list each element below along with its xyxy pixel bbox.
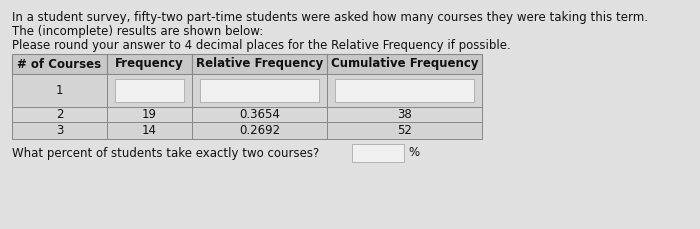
Bar	[192, 122, 327, 139]
Bar	[107, 54, 192, 74]
Text: Frequency: Frequency	[115, 57, 184, 71]
Bar	[192, 107, 327, 122]
Text: %: %	[408, 147, 419, 160]
Text: Please round your answer to 4 decimal places for the Relative Frequency if possi: Please round your answer to 4 decimal pl…	[12, 39, 511, 52]
Text: 0.2692: 0.2692	[239, 124, 280, 137]
Text: 52: 52	[397, 124, 412, 137]
Text: 38: 38	[397, 108, 412, 121]
Text: 0.3654: 0.3654	[239, 108, 280, 121]
Text: 1: 1	[56, 84, 63, 97]
Text: In a student survey, fifty-two part-time students were asked how many courses th: In a student survey, fifty-two part-time…	[12, 11, 648, 24]
Bar	[327, 122, 482, 139]
Bar	[12, 122, 107, 139]
Bar	[192, 74, 327, 107]
Bar	[12, 107, 107, 122]
Text: # of Courses: # of Courses	[18, 57, 102, 71]
Bar	[192, 74, 327, 107]
Text: What percent of students take exactly two courses?: What percent of students take exactly tw…	[12, 147, 319, 160]
Bar	[352, 144, 404, 162]
Bar	[107, 122, 192, 139]
Bar	[115, 79, 184, 102]
Text: The (incomplete) results are shown below:: The (incomplete) results are shown below…	[12, 25, 263, 38]
Bar	[327, 74, 482, 107]
Bar	[335, 79, 474, 102]
Bar	[327, 54, 482, 74]
Bar	[107, 107, 192, 122]
Bar	[12, 74, 107, 107]
Bar	[327, 74, 482, 107]
Bar	[200, 79, 319, 102]
Bar	[107, 74, 192, 107]
Bar	[327, 107, 482, 122]
Text: 14: 14	[142, 124, 157, 137]
Text: 2: 2	[56, 108, 63, 121]
Bar	[12, 54, 107, 74]
Bar	[192, 54, 327, 74]
Text: 3: 3	[56, 124, 63, 137]
Bar	[107, 74, 192, 107]
Text: Cumulative Frequency: Cumulative Frequency	[330, 57, 478, 71]
Text: Relative Frequency: Relative Frequency	[196, 57, 323, 71]
Text: 19: 19	[142, 108, 157, 121]
